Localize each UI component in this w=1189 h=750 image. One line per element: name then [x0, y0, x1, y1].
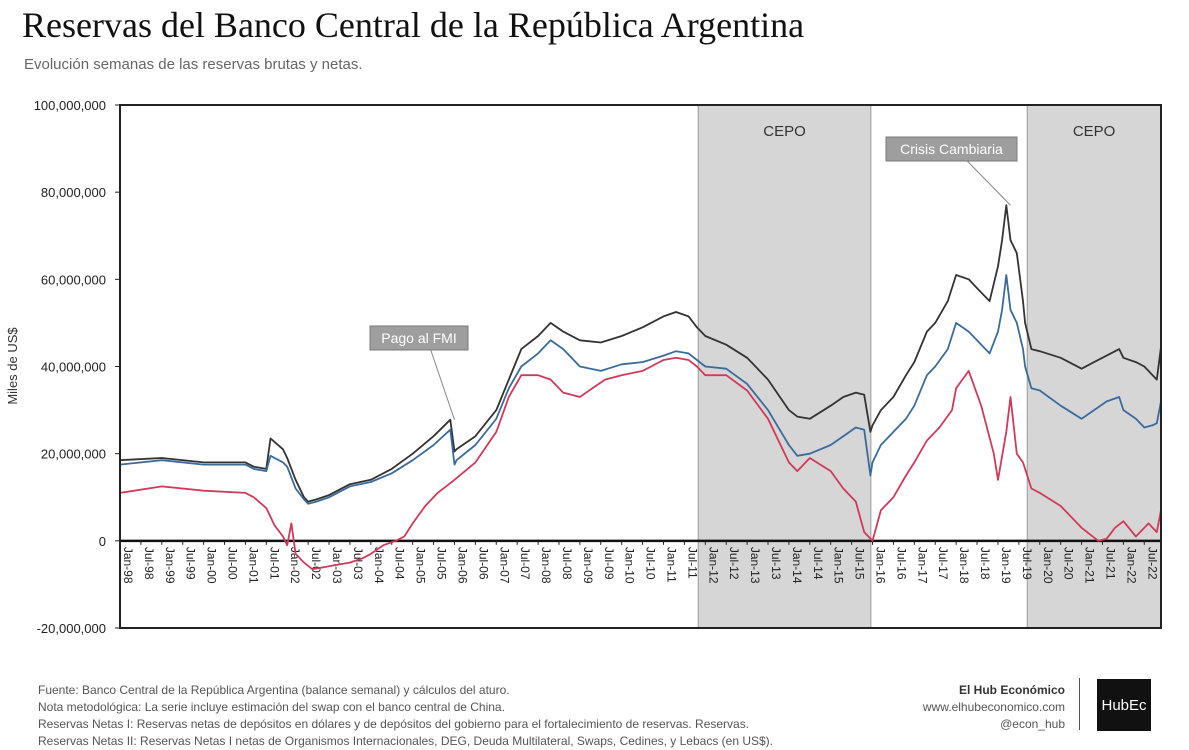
annotation-leader	[966, 160, 1011, 206]
x-tick-label: Jul-05	[435, 547, 449, 580]
footer-notes: Fuente: Banco Central de la República Ar…	[38, 682, 773, 750]
y-tick-label: 80,000,000	[41, 185, 106, 200]
x-tick-label: Jul-11	[685, 547, 699, 579]
x-tick-label: Jul-00	[226, 547, 240, 580]
x-tick-label: Jul-07	[518, 547, 532, 580]
brand-url[interactable]: www.elhubeconomico.com	[922, 700, 1065, 714]
annotation-leader	[430, 349, 455, 420]
annotation-label: Crisis Cambiaria	[900, 141, 1003, 157]
source-note: Fuente: Banco Central de la República Ar…	[38, 683, 510, 697]
x-tick-label: Jul-12	[727, 547, 741, 580]
brand-handle[interactable]: @econ_hub	[1000, 717, 1065, 731]
x-tick-label: Jul-04	[393, 547, 407, 580]
x-tick-label: Jul-20	[1062, 547, 1076, 580]
x-tick-label: Jan-07	[497, 547, 511, 584]
y-axis-label: Miles de US$	[5, 327, 20, 405]
x-tick-label: Jan-22	[1124, 547, 1138, 584]
cepo-label-2: CEPO	[1073, 123, 1116, 140]
x-tick-label: Jan-12	[706, 547, 720, 584]
net-reserves-1-note: Reservas Netas I: Reservas netas de depó…	[38, 717, 750, 731]
y-tick-label: -20,000,000	[37, 621, 106, 636]
chart-subtitle: Evolución semanas de las reservas brutas…	[24, 56, 363, 73]
x-tick-label: Jul-98	[142, 547, 156, 580]
x-tick-label: Jan-19	[999, 547, 1013, 584]
x-tick-label: Jan-17	[915, 547, 929, 584]
x-tick-label: Jan-20	[1041, 547, 1055, 584]
x-tick-label: Jul-22	[1145, 547, 1159, 580]
x-tick-label: Jul-99	[184, 547, 198, 580]
x-tick-label: Jul-16	[894, 547, 908, 580]
x-tick-label: Jan-05	[414, 547, 428, 584]
x-tick-label: Jan-08	[539, 547, 553, 584]
x-tick-label: Jul-01	[267, 547, 281, 580]
x-tick-label: Jul-17	[936, 547, 950, 580]
plot-frame	[119, 104, 1162, 629]
x-tick-label: Jul-10	[644, 547, 658, 580]
x-tick-label: Jan-11	[664, 547, 678, 583]
y-tick-label: 20,000,000	[41, 447, 106, 462]
brand-block: El Hub Económico www.elhubeconomico.com …	[923, 682, 1065, 733]
annotation-box	[885, 136, 1018, 162]
x-tick-label: Jan-98	[121, 547, 135, 584]
x-tick-label: Jan-21	[1083, 547, 1097, 584]
series-line-2	[119, 274, 1162, 505]
hubec-logo: HubEc	[1097, 679, 1151, 731]
x-tick-label: Jan-14	[790, 547, 804, 584]
net-reserves-2-note: Reservas Netas II: Reservas Netas I neta…	[38, 734, 773, 748]
x-tick-label: Jul-19	[1020, 547, 1034, 580]
x-tick-label: Jul-08	[560, 547, 574, 580]
x-tick-label: Jan-15	[832, 547, 846, 584]
x-tick-label: Jan-06	[455, 547, 469, 584]
x-tick-label: Jul-15	[853, 547, 867, 580]
x-tick-label: Jul-09	[602, 547, 616, 580]
brand-divider	[1079, 678, 1080, 730]
x-tick-label: Jan-13	[748, 547, 762, 584]
x-tick-label: Jan-04	[372, 547, 386, 584]
x-tick-label: Jan-16	[874, 547, 888, 584]
x-tick-label: Jan-09	[581, 547, 595, 584]
x-tick-label: Jul-14	[811, 547, 825, 580]
cepo-label-1: CEPO	[763, 123, 806, 140]
y-tick-label: 100,000,000	[34, 98, 106, 113]
x-tick-label: Jan-18	[957, 547, 971, 584]
x-tick-label: Jul-02	[309, 547, 323, 580]
methodology-note: Nota metodológica: La serie incluye esti…	[38, 700, 505, 714]
y-tick-label: 40,000,000	[41, 360, 106, 375]
x-tick-label: Jul-21	[1103, 547, 1117, 580]
x-tick-label: Jul-18	[978, 547, 992, 580]
x-tick-label: Jul-13	[769, 547, 783, 580]
brand-name: El Hub Económico	[958, 683, 1065, 697]
x-tick-label: Jul-03	[351, 547, 365, 580]
y-tick-label: 60,000,000	[41, 272, 106, 287]
annotation-label: Pago al FMI	[381, 330, 456, 346]
series-line-3	[119, 356, 1162, 571]
annotation-box	[369, 325, 469, 351]
y-tick-label: 0	[99, 534, 106, 549]
x-tick-label: Jul-06	[476, 547, 490, 580]
series-line-1	[119, 204, 1162, 503]
x-tick-label: Jan-00	[205, 547, 219, 584]
x-tick-label: Jan-10	[623, 547, 637, 584]
x-tick-label: Jan-99	[163, 547, 177, 584]
x-tick-label: Jan-01	[246, 547, 260, 584]
chart-title: Reservas del Banco Central de la Repúbli…	[22, 5, 805, 45]
